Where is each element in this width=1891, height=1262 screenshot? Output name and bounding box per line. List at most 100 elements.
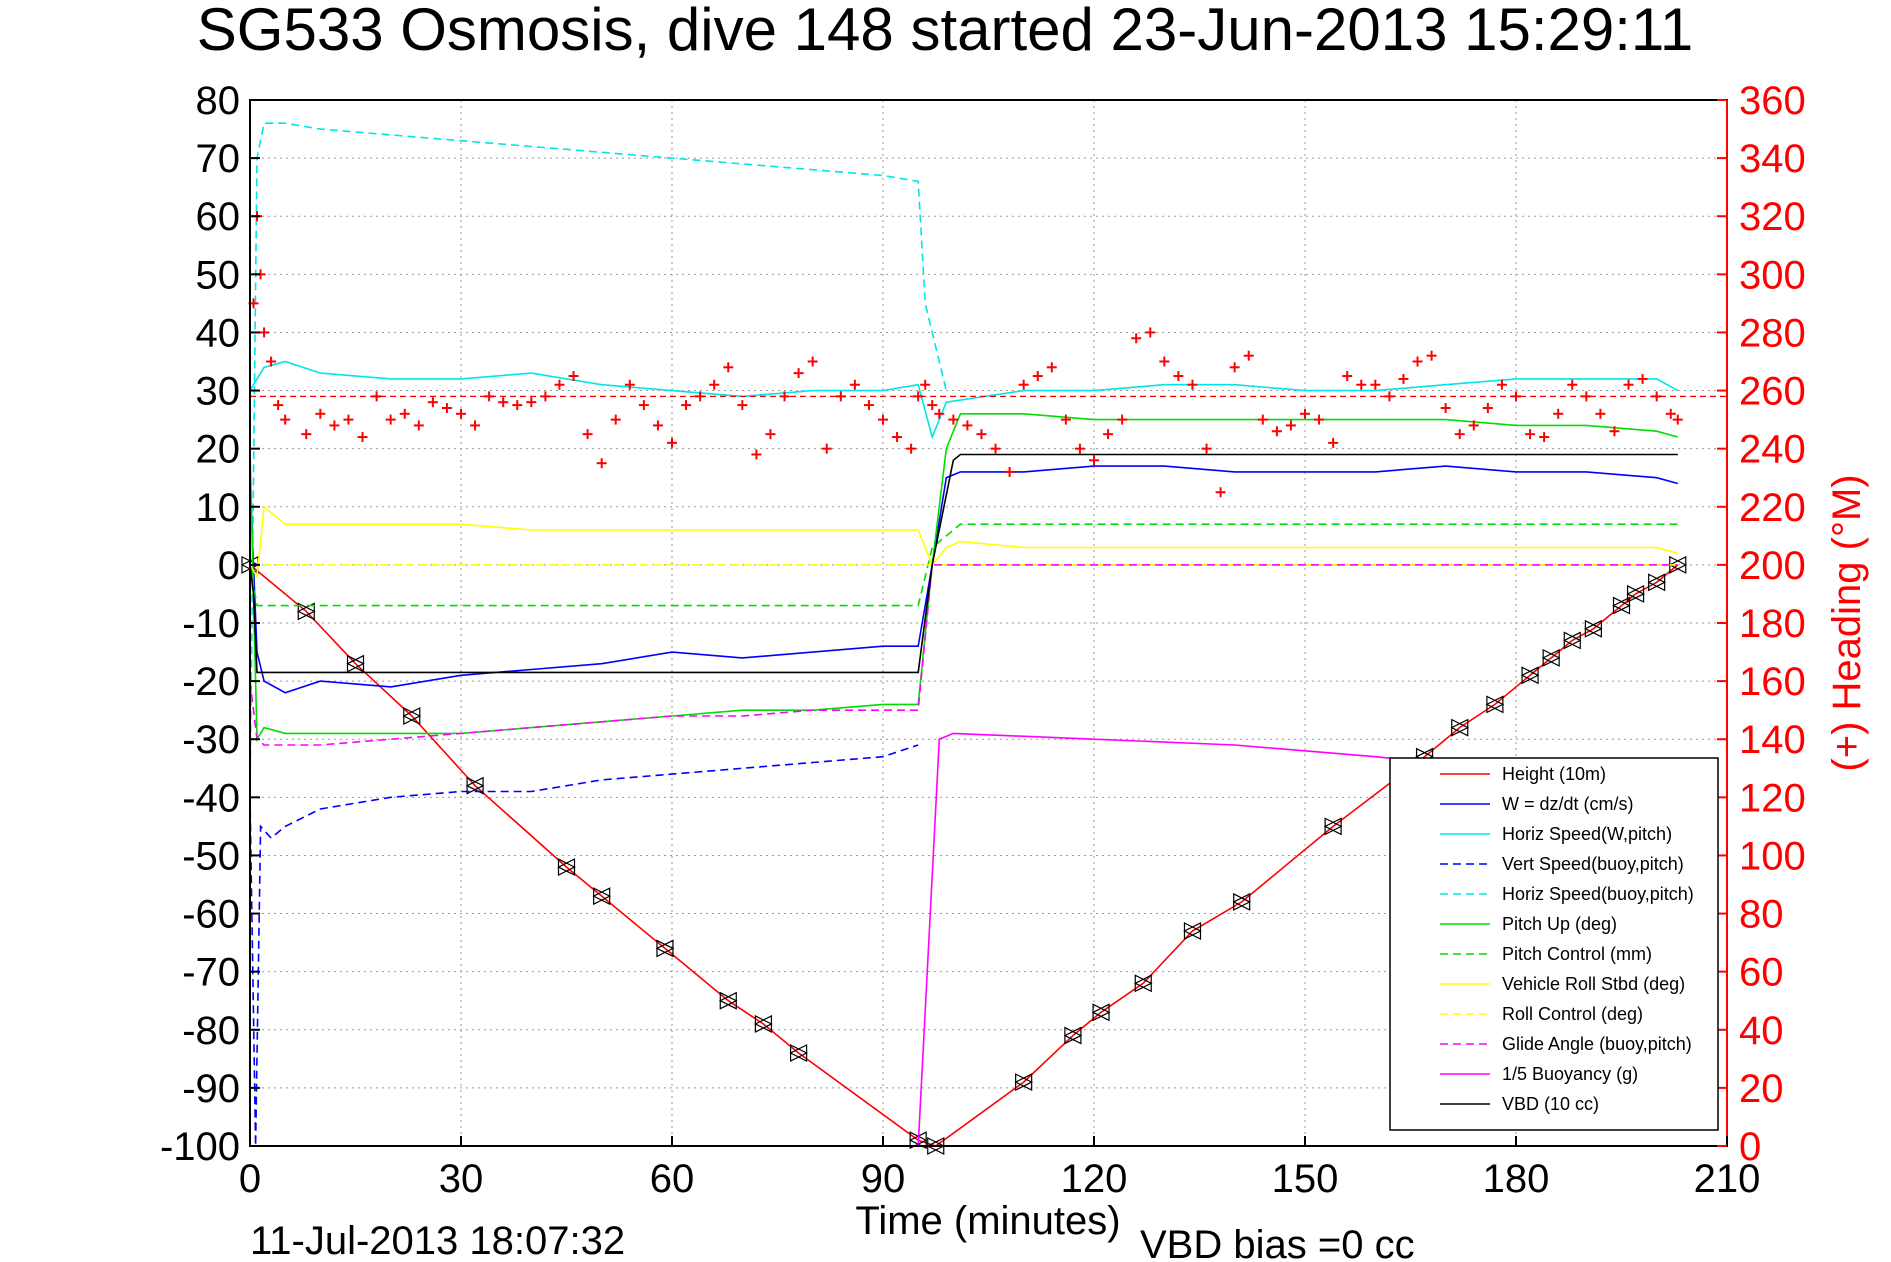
heading-point <box>1229 362 1240 373</box>
x-axis-label: Time (minutes) <box>855 1199 1120 1243</box>
heading-point <box>484 391 495 402</box>
y-left-tick-label: -50 <box>182 834 240 878</box>
height-marker-left <box>402 707 421 725</box>
heading-point <box>526 397 537 408</box>
heading-point <box>540 391 551 402</box>
y-left-tick-label: -90 <box>182 1067 240 1111</box>
height-marker-left <box>592 887 611 906</box>
height-marker-left <box>1612 596 1631 615</box>
y-left-tick-label: -100 <box>160 1125 240 1169</box>
legend-entry: Height (10m) <box>1502 764 1606 784</box>
height-marker-left <box>557 858 576 877</box>
y-right-tick-label: 0 <box>1739 1125 1761 1169</box>
heading-point <box>1398 373 1409 384</box>
y-axis-right-label: (+) Heading (°M) <box>1825 474 1869 771</box>
heading-point <box>1131 333 1142 344</box>
heading-point <box>948 414 959 425</box>
legend-entry: Vert Speed(buoy,pitch) <box>1502 854 1684 874</box>
heading-point <box>709 379 720 390</box>
heading-point <box>1328 437 1339 448</box>
heading-point <box>1257 414 1268 425</box>
y-right-tick-label: 360 <box>1739 79 1806 123</box>
heading-point <box>1440 402 1451 413</box>
heading-point <box>1285 420 1296 431</box>
y-right-tick-label: 280 <box>1739 311 1806 355</box>
y-left-tick-label: -80 <box>182 1009 240 1053</box>
height-marker-left <box>1584 619 1602 638</box>
legend-entry: VBD (10 cc) <box>1502 1094 1599 1114</box>
heading-point <box>1215 487 1226 498</box>
series-height-10m <box>249 564 1679 1147</box>
heading-point <box>765 429 776 440</box>
heading-point <box>1074 443 1085 454</box>
heading-point <box>596 458 607 469</box>
heading-point <box>1637 373 1648 384</box>
heading-point <box>1595 408 1606 419</box>
y-left-tick-label: 10 <box>196 486 241 530</box>
heading-point <box>1412 356 1423 367</box>
height-marker-left <box>1232 892 1251 911</box>
heading-point <box>1117 414 1128 425</box>
height-marker-left <box>1562 631 1581 650</box>
y-left-tick-label: 70 <box>196 137 241 181</box>
y-right-tick-label: 200 <box>1739 544 1806 588</box>
y-right-tick-label: 80 <box>1739 893 1784 937</box>
heading-point <box>681 400 692 411</box>
height-marker-left <box>1063 1026 1082 1045</box>
heading-point <box>1342 371 1353 382</box>
heading-point <box>906 443 917 454</box>
heading-point <box>1145 327 1156 338</box>
heading-point <box>582 429 593 440</box>
y-left-tick-label: 40 <box>196 311 241 355</box>
heading-point <box>1496 379 1507 390</box>
heading-point <box>413 420 424 431</box>
chart-title: SG533 Osmosis, dive 148 started 23-Jun-2… <box>197 0 1693 63</box>
heading-point <box>1454 429 1465 440</box>
heading-point <box>1370 379 1381 390</box>
heading-point <box>1672 414 1683 425</box>
y-right-tick-label: 100 <box>1739 834 1806 878</box>
series-pitch-control-mm <box>249 523 1678 607</box>
heading-point <box>920 379 931 390</box>
heading-point <box>1159 356 1170 367</box>
vbd-bias-label: VBD bias =0 cc <box>1140 1223 1415 1262</box>
y-right-tick-label: 220 <box>1739 486 1806 530</box>
y-right-tick-label: 260 <box>1739 370 1806 414</box>
height-marker-left <box>346 654 365 673</box>
y-left-tick-label: -70 <box>182 951 240 995</box>
heading-point <box>1314 414 1325 425</box>
height-marker-left <box>1133 974 1152 993</box>
heading-point <box>1567 379 1578 390</box>
legend-entry: Pitch Control (mm) <box>1502 944 1652 964</box>
heading-point <box>878 414 888 425</box>
y-right-tick-label: 320 <box>1739 195 1806 239</box>
heading-point <box>927 400 938 411</box>
heading-point <box>427 397 438 408</box>
heading-point <box>1482 402 1493 413</box>
heading-point <box>962 420 973 431</box>
y-right-tick-label: 180 <box>1739 602 1806 646</box>
x-tick-label: 90 <box>861 1157 906 1201</box>
x-tick-label: 210 <box>1694 1157 1761 1201</box>
x-tick-label: 180 <box>1483 1157 1550 1201</box>
heading-point <box>343 414 354 425</box>
y-right-tick-label: 60 <box>1739 951 1784 995</box>
series-w-dz-dt-cm-s <box>249 465 1679 694</box>
heading-point <box>1103 429 1114 440</box>
height-marker-left <box>1485 695 1504 714</box>
series-horiz-speed-buoy-pitch <box>249 122 948 798</box>
y-left-tick-label: -40 <box>182 776 240 820</box>
heading-point <box>357 432 368 443</box>
height-marker-left <box>789 1044 808 1062</box>
height-marker-left <box>296 602 315 621</box>
heading-point <box>1356 379 1367 390</box>
series-vehicle-roll-stbd-deg <box>249 505 1679 579</box>
heading-point <box>1046 362 1057 373</box>
heading-point <box>329 420 340 431</box>
heading-point <box>913 391 924 402</box>
y-right-tick-label: 340 <box>1739 137 1806 181</box>
height-marker-left <box>1520 666 1539 685</box>
height-marker-left <box>718 991 737 1010</box>
heading-point <box>456 408 466 419</box>
